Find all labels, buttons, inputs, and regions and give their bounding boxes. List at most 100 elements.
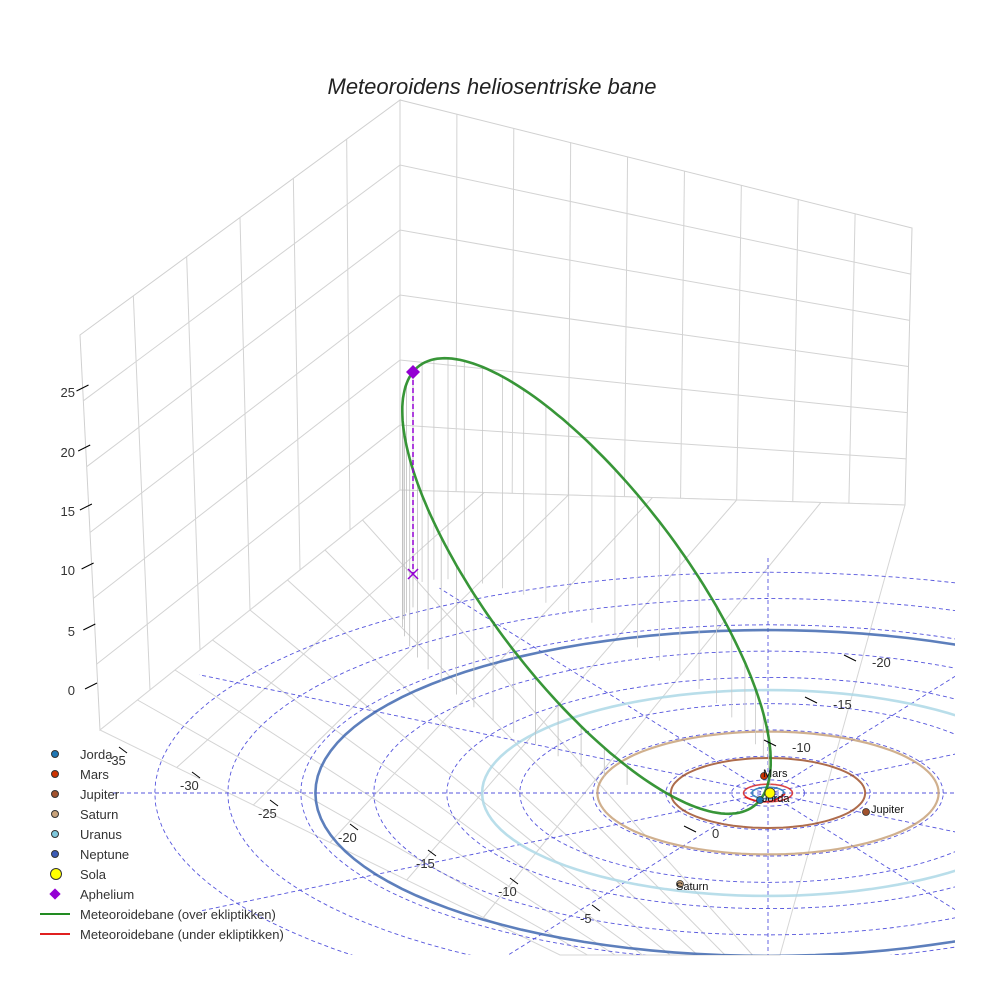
grid-line bbox=[848, 213, 856, 504]
grid-line bbox=[680, 171, 685, 499]
x-tick-mark bbox=[591, 904, 601, 912]
z-tick-mark bbox=[77, 444, 91, 452]
legend-label: Jupiter bbox=[80, 786, 120, 802]
y-tick-mark bbox=[843, 654, 857, 662]
grid-line bbox=[623, 156, 629, 497]
grid-line bbox=[511, 128, 515, 494]
grid-line bbox=[482, 502, 822, 918]
grid-line bbox=[174, 669, 616, 956]
grid-line bbox=[329, 497, 653, 843]
legend-entry: Sola bbox=[40, 864, 284, 884]
x-tick-label: -25 bbox=[258, 806, 277, 821]
legend-label: Meteoroidebane (under ekliptikken) bbox=[80, 926, 284, 942]
z-tick-mark bbox=[81, 562, 94, 570]
grid-line bbox=[736, 185, 742, 501]
legend-entry: Mars bbox=[40, 764, 284, 784]
legend-label: Meteoroidebane (over ekliptikken) bbox=[80, 906, 276, 922]
legend-symbol bbox=[40, 844, 72, 864]
grid-line bbox=[792, 199, 799, 502]
planet-jupiter bbox=[862, 808, 870, 816]
orbit-mars bbox=[742, 783, 794, 803]
x-tick-label: -15 bbox=[416, 856, 435, 871]
orbit-neptune bbox=[314, 628, 955, 955]
grid-line bbox=[292, 178, 301, 571]
legend-label: Neptune bbox=[80, 846, 130, 862]
orbit-uranus bbox=[480, 688, 955, 898]
x-tick-mark bbox=[118, 746, 128, 754]
axes-panes bbox=[79, 99, 913, 956]
aphelion-projection-marker bbox=[407, 568, 419, 580]
grid-line bbox=[362, 519, 753, 956]
grid-line bbox=[406, 499, 738, 881]
legend-entry: Aphelium bbox=[40, 884, 284, 904]
y-tick-mark bbox=[763, 739, 777, 747]
polar-grid-spoke bbox=[767, 675, 955, 794]
z-tick-mark bbox=[84, 682, 98, 690]
legend-symbol bbox=[40, 764, 72, 784]
x-tick-mark bbox=[427, 849, 437, 857]
x-tick-label: -10 bbox=[498, 884, 517, 899]
z-tick-mark bbox=[83, 623, 96, 631]
z-tick-label: 5 bbox=[68, 624, 75, 639]
grid-line bbox=[176, 492, 485, 768]
y-tick-mark bbox=[683, 825, 697, 833]
legend-symbol bbox=[40, 864, 72, 884]
z-tick-label: 15 bbox=[61, 504, 75, 519]
x-tick-label: -5 bbox=[580, 911, 592, 926]
legend-symbol bbox=[40, 904, 72, 924]
legend-entry: Meteoroidebane (under ekliptikken) bbox=[40, 924, 284, 944]
planet-label-saturn: Saturn bbox=[676, 881, 708, 893]
x-tick-label: -20 bbox=[338, 830, 357, 845]
chart-title: Meteoroidens heliosentriske bane bbox=[327, 74, 657, 99]
orbit-jupiter bbox=[669, 756, 867, 830]
legend-symbol bbox=[40, 804, 72, 824]
legend-symbol bbox=[40, 744, 72, 764]
planet-label-jupiter: Jupiter bbox=[871, 804, 904, 816]
grid-line bbox=[455, 114, 458, 492]
polar-grid-spoke bbox=[507, 792, 769, 955]
ecliptic-polar-grid bbox=[111, 556, 955, 955]
sun-marker bbox=[764, 787, 776, 799]
legend-entry: Saturn bbox=[40, 804, 284, 824]
x-tick-mark bbox=[191, 771, 201, 779]
y-tick-label: -15 bbox=[833, 697, 852, 712]
polar-grid-spoke bbox=[198, 792, 769, 912]
polar-grid-circle bbox=[519, 703, 955, 883]
meteoroid-orbit-under-ecliptic bbox=[744, 793, 786, 803]
polar-grid-spoke bbox=[198, 674, 769, 794]
legend-label: Jorda bbox=[80, 746, 113, 762]
grid-line bbox=[186, 256, 201, 651]
z-tick-mark bbox=[76, 384, 89, 392]
z-tick-mark bbox=[79, 503, 93, 511]
legend-label: Aphelium bbox=[80, 886, 135, 902]
planet-label-mars: Mars bbox=[763, 768, 788, 780]
legend-symbol bbox=[40, 824, 72, 844]
grid-line bbox=[252, 494, 569, 806]
planet-mars bbox=[760, 772, 768, 780]
y-tick-label: 0 bbox=[712, 826, 719, 841]
x-tick-mark bbox=[509, 877, 519, 885]
legend-symbol bbox=[40, 924, 72, 944]
z-tick-label: 0 bbox=[68, 683, 75, 698]
orbit-saturn bbox=[596, 730, 940, 856]
planet-saturn bbox=[676, 880, 684, 888]
grid-line bbox=[137, 699, 588, 956]
polar-grid-circle bbox=[665, 755, 871, 831]
legend-symbol bbox=[40, 884, 72, 904]
orbit-jorda bbox=[751, 786, 785, 800]
polar-grid-spoke bbox=[767, 792, 955, 911]
y-tick-label: -20 bbox=[872, 655, 891, 670]
grid-line bbox=[239, 217, 251, 611]
z-tick-label: 20 bbox=[61, 445, 75, 460]
legend: Jorda Mars Jupiter Saturn Uranus Neptune Sola A… bbox=[40, 744, 284, 944]
legend-label: Saturn bbox=[80, 806, 119, 822]
x-tick-label: -35 bbox=[107, 753, 126, 768]
legend-entry: Uranus bbox=[40, 824, 284, 844]
grid-line bbox=[132, 295, 151, 691]
legend-entry: Jupiter bbox=[40, 784, 284, 804]
planet-orbits bbox=[314, 628, 955, 955]
y-tick-label: -10 bbox=[792, 740, 811, 755]
legend-entry: Neptune bbox=[40, 844, 284, 864]
